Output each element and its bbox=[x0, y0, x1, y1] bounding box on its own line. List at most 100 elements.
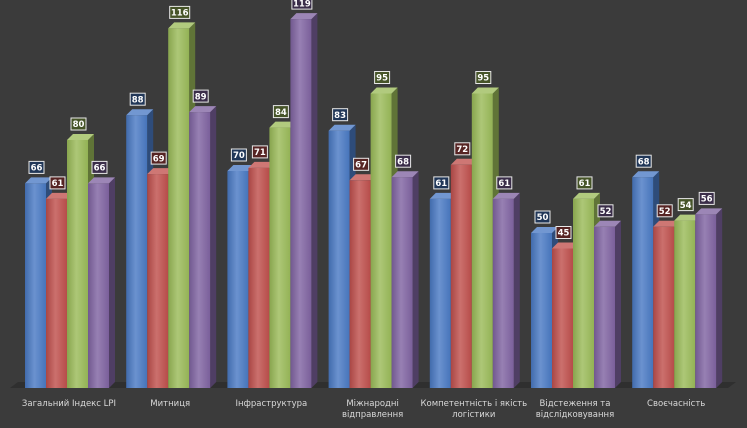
bar-top bbox=[147, 168, 175, 175]
data-label: 88 bbox=[129, 92, 146, 106]
data-label: 80 bbox=[70, 117, 87, 131]
data-label-box bbox=[433, 176, 450, 190]
data-label-box bbox=[150, 151, 167, 165]
data-label: 95 bbox=[475, 71, 492, 84]
data-label-text: 66 bbox=[94, 164, 106, 174]
bar-top bbox=[370, 87, 398, 94]
bar-front bbox=[632, 177, 654, 388]
bar-top bbox=[349, 174, 377, 181]
data-label: 119 bbox=[291, 0, 313, 10]
bar-top bbox=[492, 192, 520, 199]
bar-top bbox=[531, 227, 558, 233]
bar-front bbox=[695, 214, 717, 388]
bar-top bbox=[126, 109, 154, 116]
data-label: 69 bbox=[150, 151, 167, 165]
data-label-text: 52 bbox=[659, 207, 671, 217]
data-label-box bbox=[353, 157, 370, 171]
data-label: 56 bbox=[698, 191, 715, 205]
bar-front bbox=[126, 115, 148, 388]
data-label-box bbox=[70, 117, 87, 131]
bar-front bbox=[67, 140, 88, 388]
bar-front bbox=[269, 127, 291, 388]
data-label-text: 52 bbox=[600, 207, 612, 217]
data-label-text: 61 bbox=[52, 179, 64, 189]
data-label: 61 bbox=[576, 176, 593, 190]
data-label-box bbox=[332, 108, 349, 122]
bar-front bbox=[328, 130, 350, 388]
bar-top bbox=[695, 208, 723, 215]
category-label: Своєчасність bbox=[647, 399, 705, 409]
bar bbox=[88, 177, 115, 388]
data-label-box bbox=[28, 160, 45, 174]
bar-top bbox=[46, 192, 73, 199]
data-label: 95 bbox=[374, 71, 391, 84]
bar-top bbox=[632, 171, 660, 178]
bar-front bbox=[674, 220, 696, 388]
data-label-text: 66 bbox=[31, 164, 43, 174]
data-label-text: 54 bbox=[680, 201, 692, 211]
data-label: 52 bbox=[597, 204, 614, 218]
data-label-box bbox=[395, 154, 412, 168]
bar-front bbox=[46, 198, 67, 388]
bar-front bbox=[147, 174, 169, 388]
category-labels-group: Загальний Індекс LPI Митниця Інфраструктур… bbox=[22, 399, 705, 420]
data-label-text: 50 bbox=[537, 213, 549, 223]
bar-top bbox=[450, 158, 478, 165]
data-label: 61 bbox=[49, 176, 66, 190]
bar bbox=[290, 13, 318, 388]
data-label-box bbox=[576, 176, 593, 190]
data-label-text: 80 bbox=[73, 120, 85, 130]
bar-top bbox=[594, 220, 621, 227]
data-label-box bbox=[169, 5, 191, 19]
bar bbox=[391, 171, 419, 388]
bar-top bbox=[227, 165, 255, 171]
bar-front bbox=[573, 198, 594, 388]
data-label-box bbox=[272, 105, 289, 119]
data-label: 54 bbox=[677, 198, 694, 212]
data-label-text: 72 bbox=[456, 145, 468, 155]
bar-front bbox=[653, 226, 675, 388]
data-label-text: 69 bbox=[153, 154, 165, 164]
data-label-box bbox=[374, 71, 391, 84]
category-label: Міжнародні відправлення bbox=[342, 399, 403, 420]
category-label: Загальний Індекс LPI bbox=[22, 399, 116, 409]
category-label: Митниця bbox=[150, 399, 190, 409]
data-label-box bbox=[230, 148, 247, 162]
bar-top bbox=[168, 22, 196, 29]
data-label-box bbox=[192, 89, 209, 103]
bar-top bbox=[290, 13, 318, 20]
data-label-text: 83 bbox=[334, 111, 346, 121]
data-label: 68 bbox=[395, 154, 412, 168]
data-label: 84 bbox=[272, 105, 289, 119]
bar-front bbox=[552, 248, 573, 388]
data-label-box bbox=[251, 145, 268, 159]
bar-front bbox=[471, 93, 493, 388]
data-label-text: 84 bbox=[275, 108, 287, 118]
data-label: 61 bbox=[496, 176, 513, 190]
data-label-text: 89 bbox=[195, 92, 207, 102]
data-label: 72 bbox=[454, 142, 471, 156]
data-label: 45 bbox=[555, 226, 572, 239]
data-label-box bbox=[291, 0, 313, 10]
data-label-box bbox=[91, 160, 108, 174]
bar-front bbox=[88, 183, 109, 388]
bar-side bbox=[716, 208, 723, 388]
category-label: Відстеження та відслідковування bbox=[536, 399, 614, 420]
data-label-text: 68 bbox=[397, 157, 409, 167]
bar-front bbox=[25, 183, 46, 388]
bar-top bbox=[328, 124, 356, 131]
category-label: Інфраструктура bbox=[236, 399, 308, 409]
bar-front bbox=[189, 112, 211, 388]
data-label-box bbox=[677, 198, 694, 212]
data-label-text: 95 bbox=[477, 74, 489, 84]
bar-front bbox=[227, 171, 249, 388]
data-label-text: 56 bbox=[701, 195, 713, 205]
data-label-text: 61 bbox=[498, 179, 510, 189]
bar-side bbox=[311, 13, 318, 388]
bar bbox=[594, 220, 621, 388]
data-label-text: 88 bbox=[132, 95, 144, 105]
bar-front bbox=[531, 233, 552, 388]
bar-front bbox=[370, 93, 392, 388]
